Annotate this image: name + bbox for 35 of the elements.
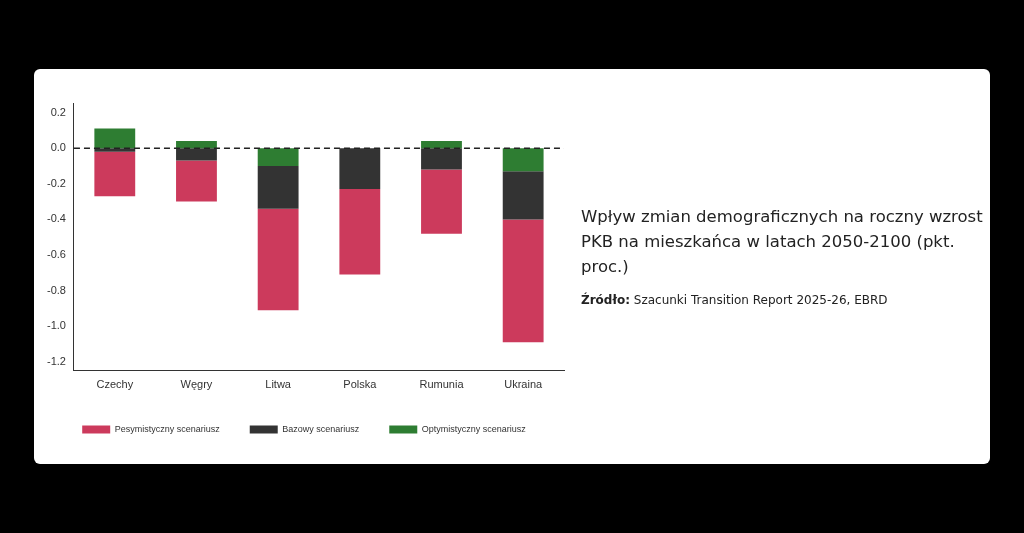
bar <box>257 165 299 209</box>
bar <box>421 141 462 149</box>
bar <box>502 148 544 172</box>
legend-label: Optymistyczny scenariusz <box>421 423 527 434</box>
x-tick-label: Rumunia <box>419 378 465 391</box>
y-tick-label: -0.2 <box>46 176 66 189</box>
legend-label: Pesymistyczny scenariusz <box>114 423 221 434</box>
bar <box>421 148 462 170</box>
bar <box>176 148 217 161</box>
y-tick-label: 0.0 <box>50 141 66 154</box>
bar <box>339 148 381 190</box>
y-tick-label: 0.2 <box>50 105 66 118</box>
y-tick-label: -1.2 <box>46 354 66 367</box>
x-tick-label: Litwa <box>265 378 292 391</box>
y-tick-label: -0.4 <box>46 212 66 225</box>
text: Źródło: Szacunki Transition Report 2025-26, EBRD <box>581 293 889 307</box>
x-tick-label: Polska <box>343 378 378 391</box>
bar <box>502 219 544 343</box>
bar <box>421 169 462 234</box>
bar <box>502 171 544 220</box>
x-tick-label: Węgry <box>180 378 213 391</box>
bar <box>176 141 217 149</box>
text: Wpływ zmian demograficznych na roczny wzrost PKB na mieszkańca w latach 2050-2100 (pkt. proc.) <box>581 206 984 278</box>
bar <box>257 208 299 311</box>
x-tick-label: Czechy <box>96 378 134 391</box>
bar <box>257 148 299 166</box>
bar <box>176 160 217 202</box>
bar <box>94 151 136 197</box>
y-tick-label: -0.6 <box>46 248 66 261</box>
bar <box>339 189 381 275</box>
y-tick-label: -0.8 <box>46 283 66 296</box>
y-tick-label: -1.0 <box>46 319 66 332</box>
bar <box>94 128 136 149</box>
x-tick-label: Ukraina <box>504 378 543 391</box>
legend-label: Bazowy scenariusz <box>282 423 360 434</box>
